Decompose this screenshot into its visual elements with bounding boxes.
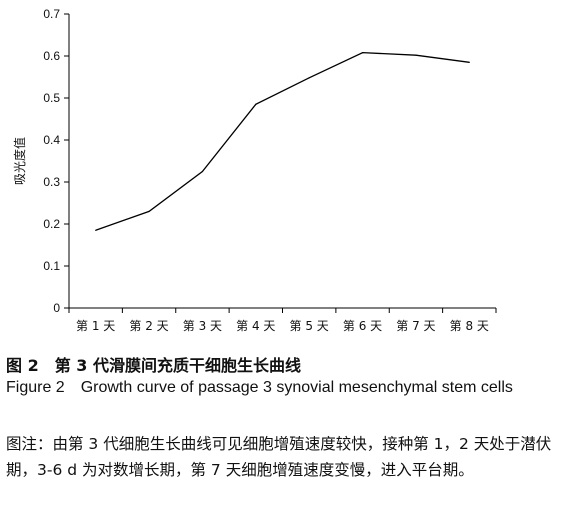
figure-title-cn: 图 2 第 3 代滑膜间充质干细胞生长曲线 bbox=[6, 356, 301, 375]
y-tick-label: 0.7 bbox=[43, 7, 60, 21]
data-point bbox=[201, 170, 204, 173]
y-axis-label: 吸光度值 bbox=[12, 137, 27, 185]
x-tick-label: 第 1 天 bbox=[76, 319, 115, 333]
chart-axes bbox=[68, 14, 496, 309]
data-point bbox=[361, 52, 364, 54]
data-point bbox=[308, 77, 310, 79]
y-tick-label: 0.1 bbox=[43, 259, 60, 273]
data-point bbox=[148, 210, 150, 212]
y-axis-ticks: 0 0.1 0.2 0.3 0.4 0.5 0.6 0.7 bbox=[43, 7, 69, 315]
x-tick-label: 第 3 天 bbox=[183, 319, 222, 333]
figure-note: 图注：由第 3 代细胞生长曲线可见细胞增殖速度较快，接种第 1，2 天处于潜伏期… bbox=[6, 435, 552, 479]
y-tick-label: 0.5 bbox=[43, 91, 60, 105]
x-tick-label: 第 5 天 bbox=[290, 319, 329, 333]
data-point bbox=[415, 54, 417, 56]
y-tick-label: 0 bbox=[53, 301, 60, 315]
growth-curve-chart: 00.10.20.30.40.50.60.7 第 1 天第 2 天第 3 天第 … bbox=[12, 7, 497, 333]
series-layer bbox=[95, 51, 470, 231]
x-tick-label: 第 2 天 bbox=[129, 319, 168, 333]
x-tick-label: 第 6 天 bbox=[343, 319, 382, 333]
x-axis-ticks: 第 1 天第 2 天 第 3 天第 4 天 第 5 天第 6 天第 7 天 第 8 天 bbox=[68, 308, 497, 333]
data-point bbox=[255, 103, 257, 105]
y-tick-label: 0.3 bbox=[43, 175, 60, 189]
x-tick-label: 第 4 天 bbox=[236, 319, 275, 333]
data-point bbox=[468, 61, 470, 63]
series-line bbox=[95, 51, 470, 231]
figure-title-en: Figure 2 Growth curve of passage 3 synov… bbox=[6, 379, 513, 396]
data-point bbox=[95, 229, 97, 231]
y-tick-label: 0.4 bbox=[43, 133, 60, 147]
y-tick-label: 0.2 bbox=[43, 217, 60, 231]
x-tick-label: 第 8 天 bbox=[450, 319, 489, 333]
y-tick-label: 0.6 bbox=[43, 49, 60, 63]
x-tick-label: 第 7 天 bbox=[396, 319, 435, 333]
